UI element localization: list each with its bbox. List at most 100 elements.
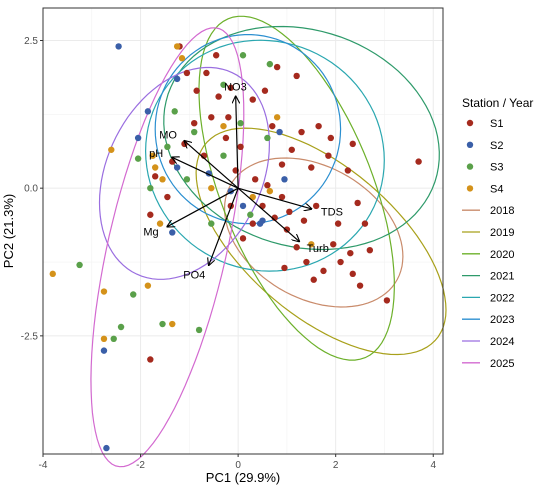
data-point-S4 [273, 114, 281, 121]
loading-arrow-turb [237, 187, 299, 241]
data-point-S2 [239, 202, 247, 210]
loading-arrows: NO3 MO pH TDS Turb Mg PO4 [143, 82, 343, 282]
loading-label-ph: pH [149, 148, 163, 160]
data-point-S4 [173, 43, 181, 50]
ellipse-2020 [198, 15, 395, 361]
data-point-S1 [147, 211, 154, 218]
data-point-S3 [76, 261, 83, 269]
data-point-S4 [208, 184, 215, 192]
legend-key-S3 [466, 163, 474, 170]
x-tick-label: -2 [136, 460, 145, 471]
loading-label-mo: MO [159, 129, 177, 141]
data-point-S4 [151, 164, 159, 171]
data-point-S2 [103, 444, 110, 452]
y-axis-title: PC2 (21.3%) [1, 194, 16, 268]
data-point-S2 [169, 229, 176, 236]
data-point-S4 [149, 152, 156, 159]
data-point-S2 [276, 128, 283, 136]
data-point-S1 [366, 246, 374, 254]
station-points [49, 43, 422, 452]
data-point-S3 [208, 220, 215, 227]
data-point-S2 [100, 347, 108, 354]
data-point-S1 [281, 264, 288, 272]
loading-arrow-po4 [209, 187, 239, 265]
legend-label-2020: 2020 [490, 249, 514, 261]
legend-key-S4 [466, 185, 474, 192]
data-point-S3 [220, 152, 227, 159]
data-point-S1 [330, 241, 337, 248]
data-point-S2 [115, 43, 122, 50]
data-point-S1 [222, 134, 230, 142]
data-point-S4 [100, 288, 108, 295]
y-tick-label: 2.5 [24, 36, 38, 47]
data-point-S1 [303, 258, 310, 266]
data-point-S1 [293, 72, 300, 80]
loading-arrow-tds [237, 187, 311, 209]
data-point-S1 [337, 258, 344, 266]
data-point-S1 [415, 158, 422, 165]
data-point-S3 [159, 320, 166, 328]
data-point-S1 [300, 217, 308, 224]
data-point-S4 [159, 176, 166, 183]
data-point-S1 [147, 356, 154, 363]
data-point-S1 [286, 208, 293, 216]
data-point-S2 [144, 108, 152, 115]
data-point-S1 [191, 119, 198, 127]
y-axis-ticks: -2.5 0.0 2.5 [21, 36, 43, 342]
loading-arrow-mg [167, 187, 239, 226]
data-point-S1 [269, 122, 276, 130]
legend: Station / Year S1 S2 S3 S4 2018 2019 2020 2021 20… [462, 96, 533, 370]
legend-label-S2: S2 [490, 140, 503, 152]
legend-label-2018: 2018 [490, 205, 514, 217]
data-point-S3 [171, 108, 178, 115]
data-point-S3 [191, 128, 198, 136]
loading-arrow-no3 [236, 97, 238, 189]
data-point-S1 [278, 161, 286, 168]
y-tick-label: 0.0 [24, 184, 38, 195]
legend-label-2019: 2019 [490, 227, 514, 239]
ellipse-2024 [98, 66, 271, 280]
data-point-S3 [264, 134, 271, 142]
data-point-S3 [117, 323, 125, 331]
data-point-S1 [288, 146, 295, 153]
x-tick-label: 0 [235, 460, 241, 471]
data-point-S4 [49, 270, 56, 278]
data-point-S1 [249, 220, 256, 227]
data-point-S1 [251, 176, 259, 183]
data-point-S3 [266, 60, 274, 68]
loading-label-mg: Mg [143, 226, 158, 238]
data-point-S3 [134, 155, 142, 162]
loading-label-po4: PO4 [183, 269, 205, 281]
legend-label-2025: 2025 [490, 358, 514, 370]
x-axis-ticks: -4 -2 0 2 4 [39, 454, 436, 471]
legend-label-2023: 2023 [490, 314, 514, 326]
data-point-S3 [183, 176, 191, 183]
data-point-S1 [193, 87, 200, 94]
data-point-S1 [208, 114, 215, 121]
data-point-S4 [220, 122, 227, 130]
data-point-S3 [220, 81, 227, 88]
loading-label-turb: Turb [307, 243, 329, 255]
data-point-S1 [225, 114, 232, 121]
data-point-S1 [356, 282, 364, 289]
loading-label-tds: TDS [321, 207, 343, 219]
data-point-S1 [293, 244, 300, 251]
data-point-S4 [144, 282, 152, 289]
data-point-S3 [247, 211, 254, 218]
loading-arrow-mo [184, 141, 239, 189]
data-point-S1 [325, 152, 332, 159]
data-point-S4 [108, 146, 115, 153]
data-point-S1 [283, 226, 291, 233]
data-point-S1 [361, 220, 369, 227]
data-point-S1 [344, 167, 352, 174]
x-tick-label: -4 [39, 460, 48, 471]
data-point-S3 [239, 52, 247, 59]
data-point-S4 [156, 220, 164, 227]
data-point-S2 [281, 176, 288, 183]
data-point-S1 [308, 164, 315, 171]
data-point-S1 [310, 276, 317, 283]
ellipse-2023 [154, 34, 342, 225]
data-point-S1 [298, 128, 305, 136]
data-point-S1 [183, 69, 191, 77]
